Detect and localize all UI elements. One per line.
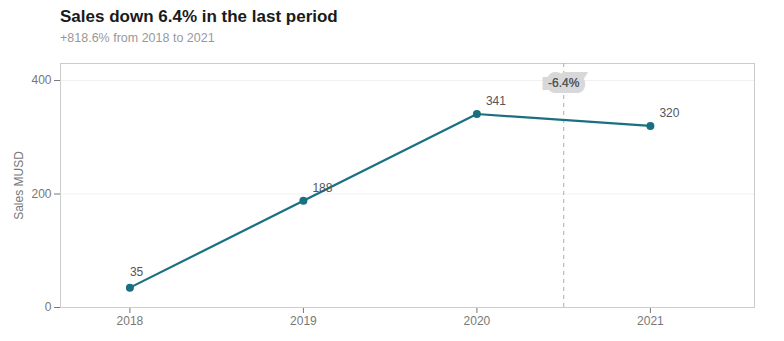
svg-text:2018: 2018 [117, 314, 144, 328]
svg-text:188: 188 [312, 181, 332, 195]
svg-text:0: 0 [45, 300, 52, 314]
svg-text:2021: 2021 [637, 314, 664, 328]
svg-text:341: 341 [486, 94, 506, 108]
svg-text:-6.4%: -6.4% [548, 76, 580, 90]
svg-text:Sales MUSD: Sales MUSD [12, 151, 26, 220]
svg-text:320: 320 [659, 106, 679, 120]
svg-text:-6.4%: -6.4% [548, 76, 580, 90]
svg-text:200: 200 [31, 187, 51, 201]
html-text:+818.6% from 2018 to 2021: +818.6% from 2018 to 2021 [60, 31, 215, 45]
svg-text:35: 35 [130, 265, 144, 279]
svg-text:2019: 2019 [290, 314, 317, 328]
svg-text:400: 400 [31, 73, 51, 87]
svg-text:2020: 2020 [464, 314, 491, 328]
html-text:Sales down 6.4% in the last pe: Sales down 6.4% in the last period [60, 7, 338, 26]
